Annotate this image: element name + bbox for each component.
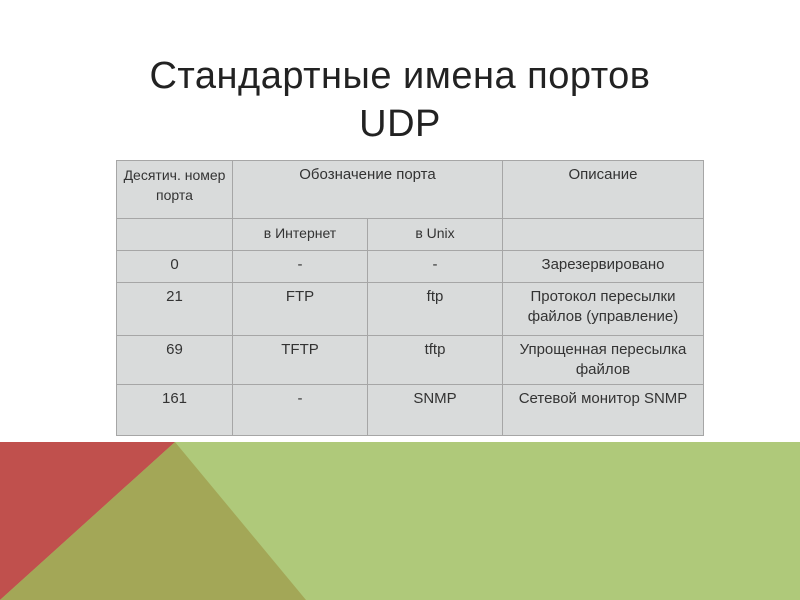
subheader-unix: в Unix xyxy=(367,218,503,251)
table-row: 69 TFTP tftp Упрощенная пересылка файлов xyxy=(116,335,704,385)
table-subheader-row: в Интернет в Unix xyxy=(116,218,704,251)
table-header-row: Десятич. номер порта Обозначение порта О… xyxy=(116,160,704,219)
cell-desc: Протокол пересылки файлов (управление) xyxy=(502,282,704,336)
cell-num: 0 xyxy=(116,250,233,283)
decorative-footer-shapes xyxy=(0,442,800,600)
table-row: 161 - SNMP Сетевой монитор SNMP xyxy=(116,384,704,436)
cell-unix: SNMP xyxy=(367,384,503,436)
cell-desc: Сетевой монитор SNMP xyxy=(502,384,704,436)
cell-desc: Упрощенная пересылка файлов xyxy=(502,335,704,385)
table-row: 0 - - Зарезервировано xyxy=(116,250,704,283)
title-line-1: Стандартные имена портов xyxy=(149,55,651,97)
header-description: Описание xyxy=(502,160,704,219)
empty-cell xyxy=(502,218,704,251)
cell-desc: Зарезервировано xyxy=(502,250,704,283)
subheader-internet: в Интернет xyxy=(232,218,368,251)
cell-unix: tftp xyxy=(367,335,503,385)
empty-cell xyxy=(116,218,233,251)
header-port-designation: Обозначение порта xyxy=(232,160,503,219)
cell-num: 21 xyxy=(116,282,233,336)
cell-internet: - xyxy=(232,384,368,436)
slide-title: Стандартные имена портов UDP xyxy=(0,52,800,148)
cell-internet: TFTP xyxy=(232,335,368,385)
header-port-number: Десятич. номер порта xyxy=(116,160,233,219)
cell-internet: FTP xyxy=(232,282,368,336)
olive-triangle xyxy=(0,442,306,600)
cell-unix: - xyxy=(367,250,503,283)
cell-unix: ftp xyxy=(367,282,503,336)
table-row: 21 FTP ftp Протокол пересылки файлов (уп… xyxy=(116,282,704,336)
cell-num: 161 xyxy=(116,384,233,436)
title-line-2: UDP xyxy=(359,103,441,145)
udp-ports-table: Десятич. номер порта Обозначение порта О… xyxy=(116,160,704,436)
cell-num: 69 xyxy=(116,335,233,385)
cell-internet: - xyxy=(232,250,368,283)
